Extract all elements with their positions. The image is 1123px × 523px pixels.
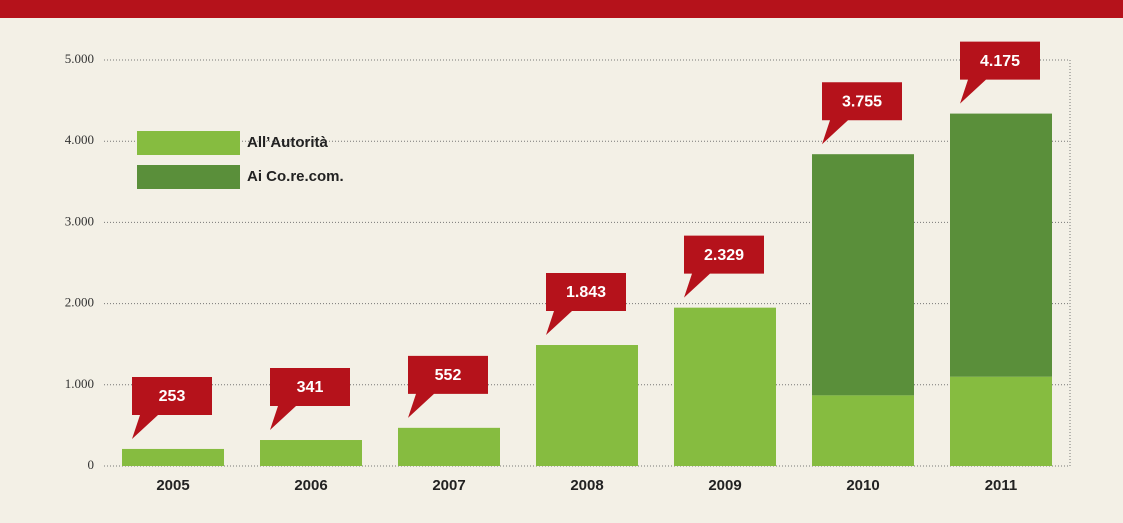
x-tick-label: 2007 (432, 477, 465, 494)
callout-box (684, 235, 764, 298)
y-tick-label: 4.000 (65, 132, 94, 147)
y-tick-label: 0 (88, 457, 95, 472)
x-tick-label: 2005 (156, 477, 189, 494)
y-tick-label: 1.000 (65, 376, 94, 391)
callout-box (822, 82, 902, 145)
callout-box (408, 355, 488, 418)
bar-segment (260, 440, 362, 466)
callout-label: 253 (159, 388, 186, 405)
bar-segment (812, 395, 914, 466)
callout-label: 2.329 (704, 247, 744, 264)
legend-label: All’Autorità (247, 134, 328, 151)
x-tick-label: 2008 (570, 477, 603, 494)
legend-label: Ai Co.re.com. (247, 168, 344, 185)
callout-label: 1.843 (566, 284, 606, 301)
bar-segment (674, 307, 776, 466)
x-tick-label: 2011 (985, 477, 1018, 494)
y-tick-label: 3.000 (65, 213, 94, 228)
header-band (0, 0, 1123, 18)
callout-box (270, 368, 350, 431)
legend-swatch (137, 165, 240, 189)
bar-segment (398, 427, 500, 466)
callout-box (132, 376, 212, 439)
bar-segment (950, 113, 1052, 377)
callout-box (960, 41, 1040, 104)
x-tick-label: 2006 (294, 477, 327, 494)
bar-segment (950, 376, 1052, 466)
bar-segment (812, 154, 914, 396)
legend-swatch (137, 131, 240, 155)
callout-label: 552 (435, 367, 462, 384)
callout-box (546, 273, 626, 336)
callout-label: 4.175 (980, 53, 1020, 70)
x-tick-label: 2009 (708, 477, 741, 494)
bar-segment (122, 448, 224, 466)
y-tick-label: 5.000 (65, 51, 94, 66)
callout-label: 341 (297, 379, 324, 396)
y-tick-label: 2.000 (65, 295, 94, 310)
bar-segment (536, 345, 638, 466)
callout-label: 3.755 (842, 93, 882, 110)
x-tick-label: 2010 (846, 477, 879, 494)
